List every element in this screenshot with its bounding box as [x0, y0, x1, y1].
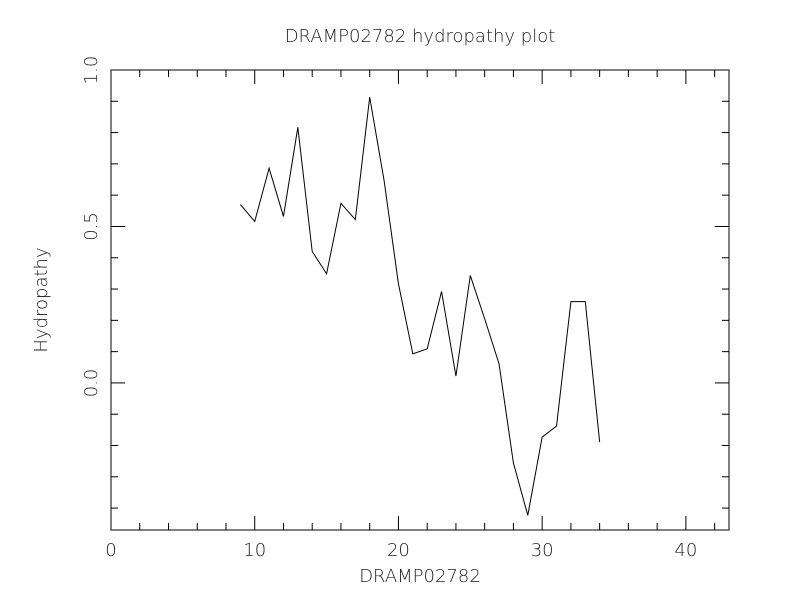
x-axis-label: DRAMP02782 [359, 566, 481, 587]
x-tick-label: 30 [531, 540, 554, 561]
data-line [239, 97, 601, 516]
y-axis-label: Hydropathy [31, 247, 52, 352]
x-tick-label: 10 [243, 540, 266, 561]
y-tick-label: 0.5 [81, 212, 102, 241]
y-tick-label: 1.0 [81, 56, 102, 85]
x-tick-label: 20 [387, 540, 410, 561]
x-tick-label: 0 [105, 540, 116, 561]
y-tick-label: 0.0 [81, 369, 102, 398]
chart-title: DRAMP02782 hydropathy plot [285, 26, 556, 47]
plot-frame [110, 69, 730, 531]
x-tick-label: 40 [674, 540, 697, 561]
